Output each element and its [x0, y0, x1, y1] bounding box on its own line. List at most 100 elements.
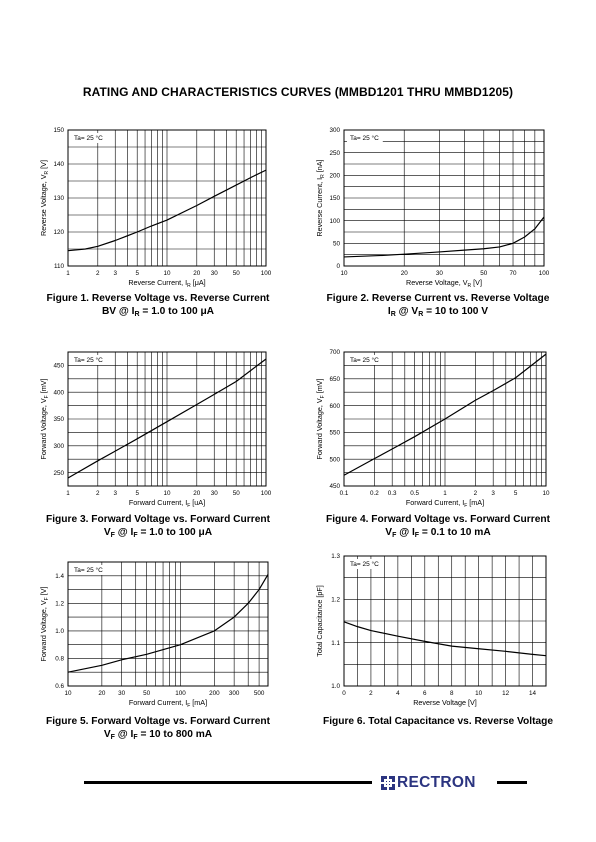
fig1-plot-frame: [67, 129, 267, 267]
footer-rule-left: [84, 781, 372, 784]
fig2-y-tick-label: 200: [329, 173, 340, 180]
caption-figure-3-condition: VF @ IF = 1.0 to 100 μA: [103, 527, 213, 539]
caption-figure-5-title: Figure 5. Forward Voltage vs. Forward Cu…: [46, 716, 270, 727]
fig4-y-tick-label: 450: [329, 483, 340, 490]
fig4-x-tick-label: 0.2: [370, 490, 379, 497]
fig6-y-axis-label: Total Capacitance [pF]: [315, 585, 324, 657]
fig2-series-line: [343, 216, 545, 258]
fig2-y-tick-label: 300: [329, 127, 340, 134]
page-title: RATING AND CHARACTERISTICS CURVES (MMBD1…: [82, 85, 514, 99]
fig4-annotation-bg: [347, 355, 383, 365]
fig6-x-tick-label: 12: [502, 690, 510, 697]
caption-figure-2-title: Figure 2. Reverse Current vs. Reverse Vo…: [326, 293, 550, 304]
fig4-x-axis-label: Forward Current, IF [mA]: [406, 498, 484, 509]
fig5-y-tick-label: 1.2: [55, 601, 64, 608]
caption-figure-1-condition: BV @ IR = 1.0 to 100 μA: [101, 306, 215, 318]
fig6-y-tick-label: 1.2: [331, 597, 340, 604]
fig4-annotation: Ta= 25 °C: [350, 356, 379, 364]
fig4-series-line: [343, 353, 547, 476]
fig1-y-tick-label: 150: [53, 127, 64, 134]
caption-figure-5-condition: VF @ IF = 10 to 800 mA: [103, 729, 213, 741]
fig1-y-axis-label: Reverse Voltage, VR [V]: [39, 160, 50, 236]
fig4-x-tick-label: 2: [474, 490, 478, 497]
caption-figure-5: Figure 5. Forward Voltage vs. Forward Cu…: [20, 715, 296, 744]
fig6-x-tick-label: 10: [475, 690, 483, 697]
fig3-annotation: Ta= 25 °C: [74, 356, 103, 364]
fig5-y-tick-label: 0.6: [55, 683, 64, 690]
fig3-y-axis-label: Forward Voltage, VF [mV]: [39, 379, 50, 460]
fig5-x-tick-label: 500: [254, 690, 265, 697]
caption-figure-6: Figure 6. Total Capacitance vs. Reverse …: [300, 715, 576, 728]
fig2-y-tick-label: 100: [329, 218, 340, 225]
fig2-y-tick-label: 50: [333, 241, 341, 248]
fig6-x-tick-label: 6: [423, 690, 427, 697]
fig5-x-axis-label: Forward Current, IF [mA]: [129, 698, 207, 709]
fig3-x-tick-label: 3: [113, 490, 117, 497]
fig5-y-tick-label: 0.8: [55, 656, 64, 663]
fig2-y-tick-label: 150: [329, 195, 340, 202]
fig4-plot-frame: [343, 351, 547, 487]
fig5-series-line: [67, 574, 269, 673]
fig4-y-tick-label: 550: [329, 430, 340, 437]
fig2-x-tick-label: 70: [510, 270, 518, 277]
fig6-plot-frame: [343, 555, 547, 687]
caption-figure-4-condition: VF @ IF = 0.1 to 10 mA: [385, 527, 491, 539]
fig5-x-tick-label: 20: [98, 690, 106, 697]
fig4-x-tick-label: 1: [443, 490, 447, 497]
footer-rule-right: [497, 781, 527, 784]
caption-figure-2-condition: IR @ VR = 10 to 100 V: [387, 306, 489, 318]
fig1-annotation-bg: [71, 133, 107, 143]
caption-figure-2: Figure 2. Reverse Current vs. Reverse Vo…: [300, 292, 576, 321]
rectron-logo-icon: [381, 776, 395, 790]
caption-figure-3: Figure 3. Forward Voltage vs. Forward Cu…: [20, 513, 296, 542]
fig6-x-tick-label: 14: [529, 690, 537, 697]
fig6-x-tick-label: 4: [396, 690, 400, 697]
caption-figure-6-title: Figure 6. Total Capacitance vs. Reverse …: [322, 716, 554, 727]
chart-fig3: Ta= 25 °C 1 2 3 5 10 20 30 50 100 250 300 350 400 450 F…: [39, 351, 272, 509]
chart-fig2: Ta= 25 °C 10 20 30 50 70 100 0 50 100 150 200 250 300…: [315, 127, 550, 289]
fig6-x-tick-label: 2: [369, 690, 373, 697]
fig4-y-tick-label: 650: [329, 376, 340, 383]
fig4-x-tick-label: 5: [514, 490, 518, 497]
fig6-x-axis-label: Reverse Voltage [V]: [413, 698, 477, 707]
fig3-x-tick-label: 2: [96, 490, 100, 497]
charts-canvas: Ta= 25 °C1 2 3 5 10 20 30 50 100110120130140150R…: [39, 127, 550, 709]
fig5-x-tick-label: 10: [64, 690, 72, 697]
fig2-x-tick-label: 50: [480, 270, 488, 277]
chart-fig4: Ta= 25 °C 0.1 0.2 0.3 0.5 1 2 3 5 10 450 500 550 600 6…: [315, 349, 550, 509]
fig3-x-tick-label: 50: [233, 490, 241, 497]
fig1-x-tick-label: 50: [233, 270, 241, 277]
fig1-x-tick-label: 30: [211, 270, 219, 277]
fig6-annotation: Ta= 25 °C: [350, 560, 379, 568]
fig4-x-tick-label: 0.1: [340, 490, 349, 497]
caption-figure-1: Figure 1. Reverse Voltage vs. Reverse Cu…: [20, 292, 296, 321]
fig3-x-tick-label: 30: [211, 490, 219, 497]
fig5-x-tick-label: 50: [143, 690, 151, 697]
fig1-x-axis-label: Reverse Current, IR [μA]: [128, 278, 205, 289]
fig6-annotation-bg: [347, 559, 383, 569]
fig1-x-tick-label: 20: [193, 270, 201, 277]
fig6-x-tick-label: 0: [342, 690, 346, 697]
fig2-plot-frame: [343, 129, 545, 267]
fig3-y-tick-label: 250: [53, 470, 64, 477]
fig4-x-tick-label: 10: [542, 490, 550, 497]
fig5-x-tick-label: 300: [229, 690, 240, 697]
fig3-x-tick-label: 20: [193, 490, 201, 497]
fig6-y-tick-label: 1.3: [331, 553, 340, 560]
fig3-x-tick-label: 5: [135, 490, 139, 497]
fig3-plot-frame: [67, 351, 267, 487]
fig2-x-tick-label: 10: [340, 270, 348, 277]
fig3-y-tick-label: 350: [53, 416, 64, 423]
caption-figure-3-title: Figure 3. Forward Voltage vs. Forward Cu…: [46, 514, 270, 525]
fig5-y-axis-label: Forward Voltage, VF [V]: [39, 587, 50, 662]
chart-fig6: Ta= 25 °C 0 2 4 6 8 10 12 14 1.0 1.1 1.2 1.3 Reverse …: [315, 553, 547, 707]
fig1-x-tick-label: 5: [135, 270, 139, 277]
fig2-x-axis-label: Reverse Voltage, VR [V]: [406, 278, 482, 289]
fig5-x-tick-label: 200: [209, 690, 220, 697]
fig3-x-tick-label: 1: [66, 490, 70, 497]
caption-figure-4-title: Figure 4. Forward Voltage vs. Forward Cu…: [326, 514, 550, 525]
fig4-y-axis-label: Forward Voltage, VF [mV]: [315, 379, 326, 460]
caption-figure-1-title: Figure 1. Reverse Voltage vs. Reverse Cu…: [46, 293, 270, 304]
fig2-annotation: Ta= 25 °C: [350, 134, 379, 142]
fig4-x-tick-label: 0.5: [410, 490, 419, 497]
